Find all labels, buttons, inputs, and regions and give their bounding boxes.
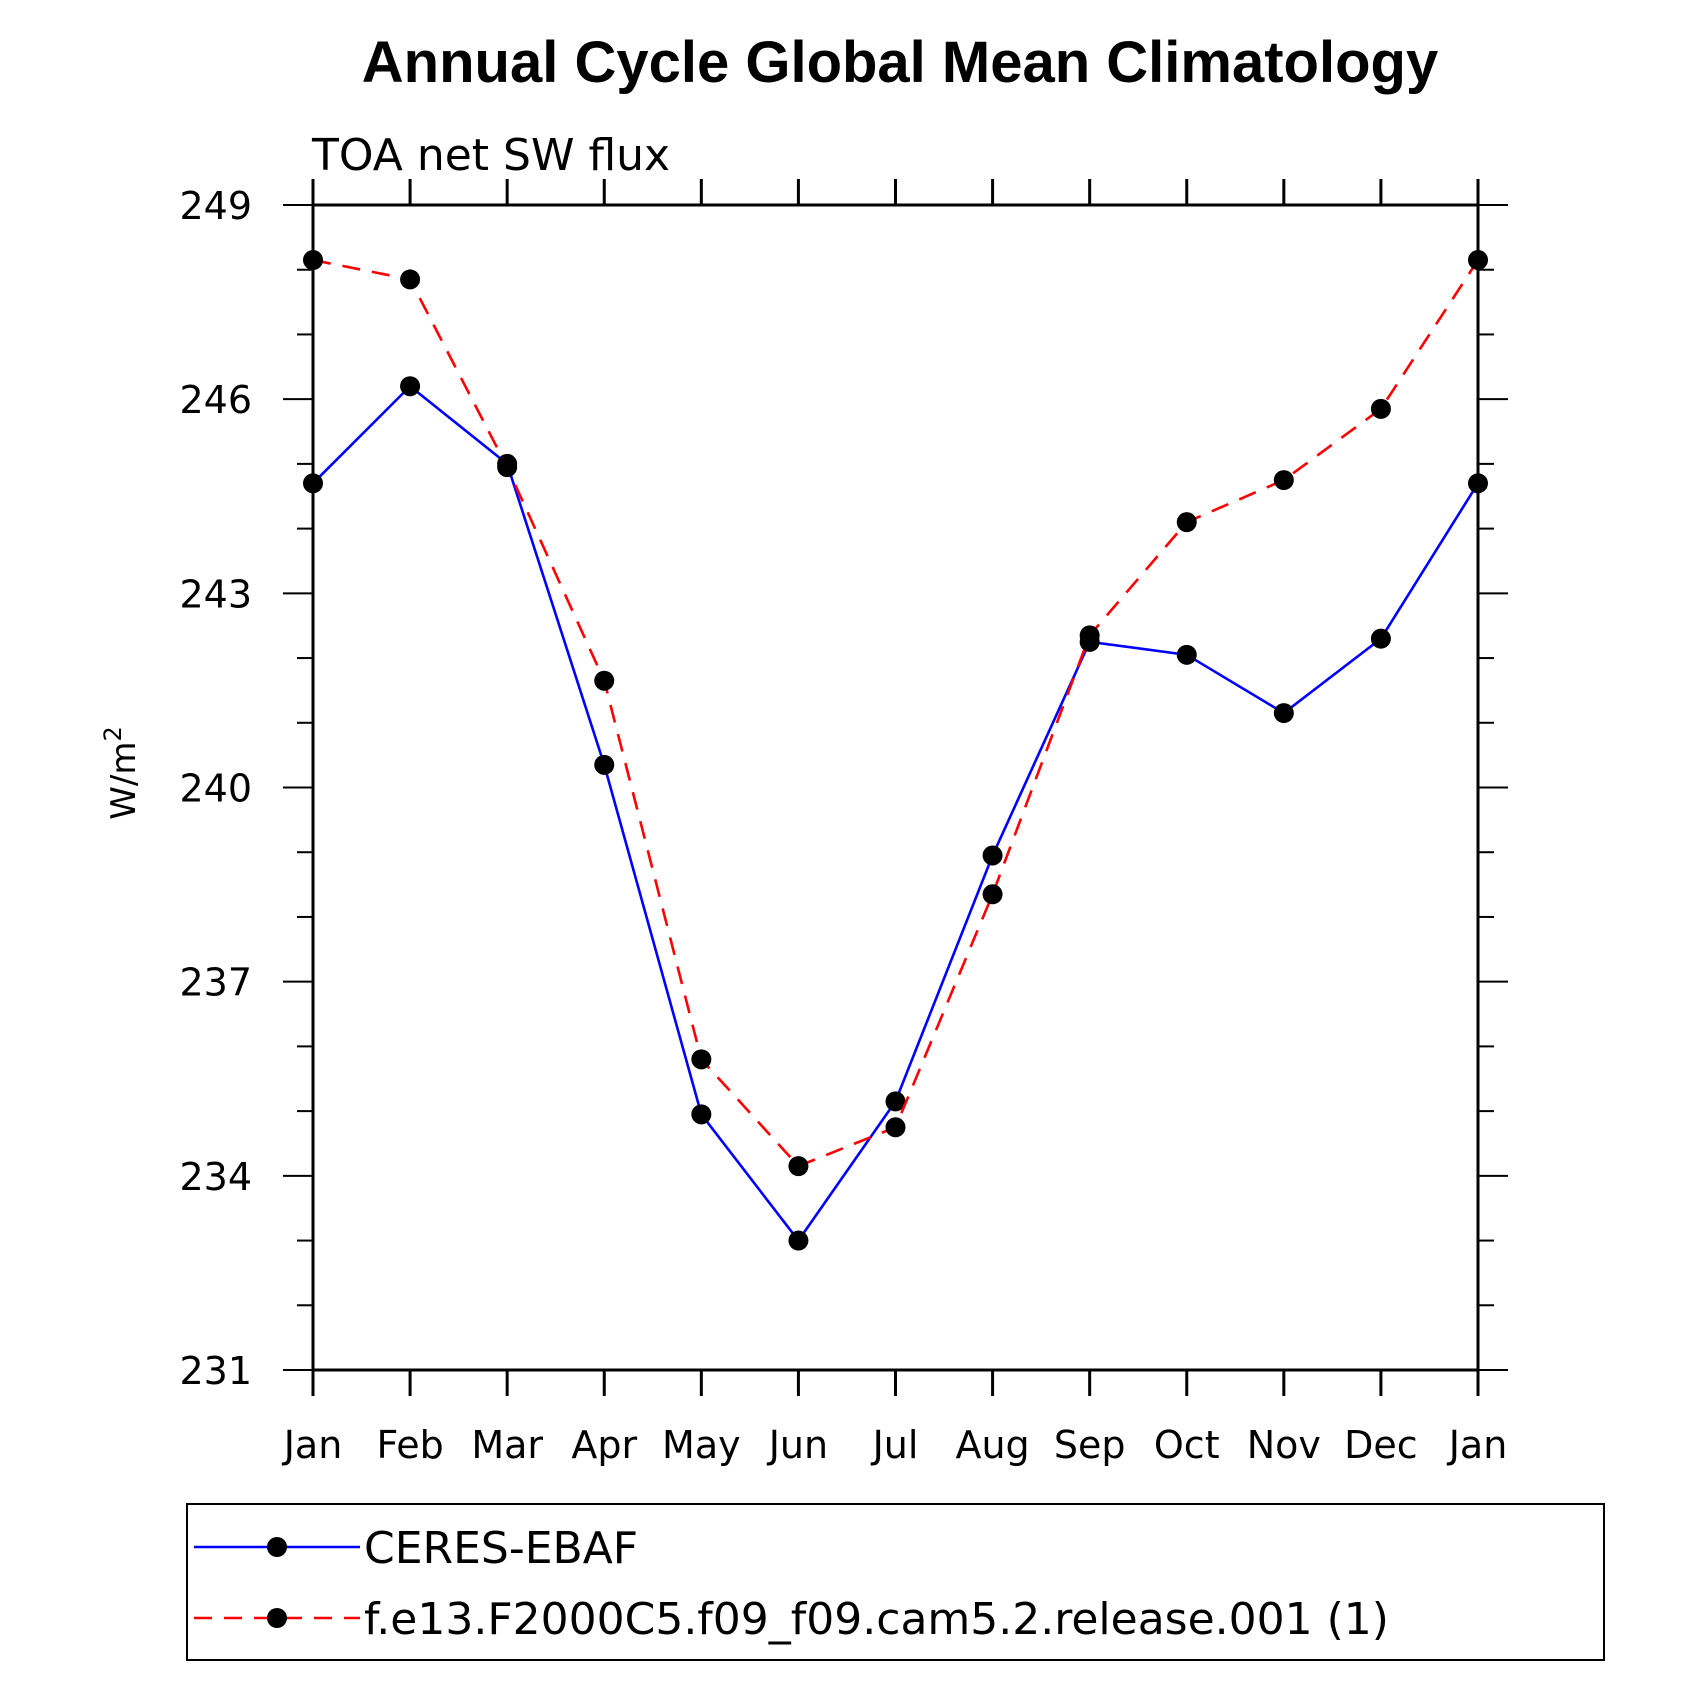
series-0-point — [303, 473, 323, 494]
series-line-1 — [312, 258, 1480, 1168]
series-1-point — [303, 250, 323, 271]
legend-marker-model — [267, 1608, 287, 1628]
chart-title: Annual Cycle Global Mean Climatology — [362, 30, 1438, 95]
x-tick-label: Oct — [1154, 1423, 1220, 1467]
x-tick-label: Apr — [571, 1423, 637, 1467]
y-tick-label: 234 — [179, 1155, 252, 1199]
series-layer — [303, 250, 1488, 1251]
series-0-point — [1273, 703, 1294, 724]
series-0-point — [982, 845, 1003, 866]
y-tick-label: 240 — [179, 767, 252, 811]
x-tick-label: Mar — [471, 1423, 543, 1467]
x-tick-label: Aug — [955, 1423, 1029, 1467]
series-0-point — [788, 1230, 809, 1251]
y-axis-label: W/m2 — [99, 726, 144, 819]
x-tick-label: Nov — [1247, 1423, 1321, 1467]
series-1-point — [885, 1117, 906, 1138]
y-tick-label: 231 — [179, 1349, 252, 1393]
series-line-0 — [312, 384, 1480, 1243]
series-0-point — [1370, 628, 1391, 649]
x-tick-label: Feb — [376, 1423, 443, 1467]
plot-frame — [311, 203, 1480, 1372]
x-tick-label: Jan — [282, 1423, 343, 1467]
legend-box — [186, 1503, 1605, 1661]
legend-label-ceres: CERES-EBAF — [364, 1523, 638, 1574]
series-1-point — [400, 269, 421, 290]
legend: CERES-EBAF f.e13.F2000C5.f09_f09.cam5.2.… — [186, 1503, 1605, 1661]
y-axis-label-text: W/m — [104, 742, 144, 820]
series-1-point — [1176, 512, 1197, 533]
chart-subtitle: TOA net SW flux — [311, 130, 670, 181]
y-tick-labels: 231 234 237 240 243 246 249 — [179, 184, 252, 1393]
x-tick-label: Sep — [1054, 1423, 1126, 1467]
x-tick-label: Jan — [1447, 1423, 1508, 1467]
legend-marker-ceres — [267, 1537, 287, 1557]
series-0-point — [594, 754, 615, 775]
axis-ticks — [283, 179, 1508, 1396]
series-1-point — [788, 1156, 809, 1177]
series-0-point — [400, 376, 421, 397]
series-0-point — [691, 1104, 712, 1125]
series-1-point — [691, 1049, 712, 1070]
x-tick-label: Dec — [1344, 1423, 1418, 1467]
y-tick-label: 243 — [179, 572, 252, 616]
series-1-point — [594, 670, 615, 691]
series-1-point — [1273, 470, 1294, 491]
x-tick-label: Jun — [767, 1423, 828, 1467]
x-tick-labels: Jan Feb Mar Apr May Jun Jul Aug Sep Oct Nov Dec Jan — [282, 1423, 1508, 1467]
series-0-point — [885, 1091, 906, 1112]
x-tick-label: May — [662, 1423, 741, 1467]
y-axis-label-superscript: 2 — [99, 726, 127, 741]
x-tick-label: Jul — [871, 1423, 919, 1467]
series-1-point — [1468, 250, 1488, 271]
series-1-point — [497, 457, 518, 478]
y-tick-label: 249 — [179, 184, 252, 228]
series-0-point — [1468, 473, 1488, 494]
series-0-point — [1176, 644, 1197, 665]
series-1-point — [1370, 398, 1391, 419]
series-1-point — [1079, 625, 1100, 646]
legend-label-model: f.e13.F2000C5.f09_f09.cam5.2.release.001… — [364, 1594, 1389, 1645]
y-tick-label: 237 — [179, 961, 252, 1005]
y-tick-label: 246 — [179, 378, 252, 422]
svg-text:W/m2: W/m2 — [99, 726, 144, 819]
series-1-point — [982, 884, 1003, 905]
